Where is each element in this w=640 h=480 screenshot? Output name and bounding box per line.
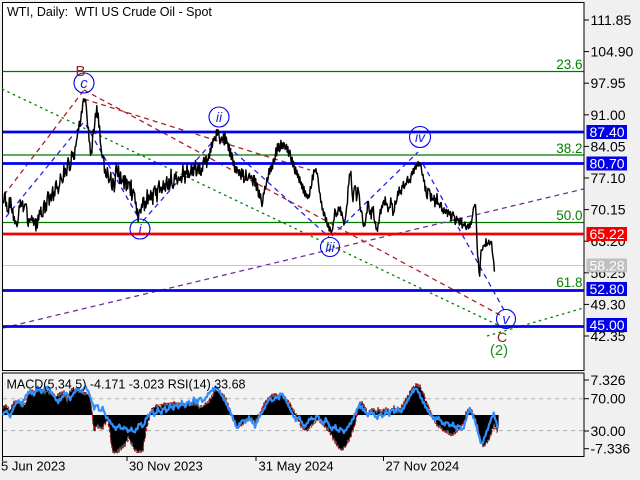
svg-text:77.10: 77.10 bbox=[591, 170, 626, 186]
svg-text:ii: ii bbox=[216, 109, 223, 125]
svg-text:61.8: 61.8 bbox=[556, 275, 582, 290]
svg-text:iv: iv bbox=[415, 129, 426, 145]
svg-text:B: B bbox=[75, 63, 85, 80]
svg-text:30.00: 30.00 bbox=[591, 423, 626, 439]
svg-text:i: i bbox=[138, 221, 142, 237]
svg-text:111.85: 111.85 bbox=[591, 12, 632, 28]
svg-text:5 Jun 2023: 5 Jun 2023 bbox=[1, 459, 65, 474]
svg-text:31 May 2024: 31 May 2024 bbox=[259, 459, 334, 474]
svg-text:-7.336: -7.336 bbox=[591, 441, 631, 457]
svg-text:45.00: 45.00 bbox=[590, 317, 625, 333]
svg-text:WTI, Daily: WTI US Crude Oil: WTI, Daily: WTI US Crude Oil - Spot bbox=[7, 5, 212, 19]
svg-text:C: C bbox=[497, 329, 507, 345]
svg-text:97.95: 97.95 bbox=[591, 75, 626, 91]
svg-text:84.05: 84.05 bbox=[591, 138, 626, 154]
svg-text:58.28: 58.28 bbox=[590, 258, 625, 274]
svg-text:c: c bbox=[80, 75, 88, 92]
svg-text:(2): (2) bbox=[490, 342, 508, 359]
svg-text:65.22: 65.22 bbox=[590, 226, 625, 242]
svg-text:70.00: 70.00 bbox=[591, 391, 626, 407]
svg-text:7.326: 7.326 bbox=[591, 372, 626, 388]
svg-text:91.00: 91.00 bbox=[591, 107, 626, 123]
svg-text:v: v bbox=[502, 311, 511, 328]
svg-text:52.80: 52.80 bbox=[590, 281, 625, 297]
svg-text:38.2: 38.2 bbox=[556, 141, 582, 156]
svg-text:49.30: 49.30 bbox=[591, 296, 626, 312]
svg-text:iii: iii bbox=[325, 239, 335, 255]
svg-text:50.0: 50.0 bbox=[556, 208, 582, 223]
svg-text:23.6: 23.6 bbox=[556, 57, 582, 72]
svg-text:80.70: 80.70 bbox=[590, 156, 625, 172]
svg-text:70.15: 70.15 bbox=[591, 202, 626, 218]
svg-text:MACD(5,34,5) -4.171 -3.023 RSI: MACD(5,34,5) -4.171 -3.023 RSI(14) 33.68 bbox=[7, 378, 246, 392]
svg-text:30 Nov 2023: 30 Nov 2023 bbox=[129, 459, 203, 474]
svg-text:104.90: 104.90 bbox=[591, 44, 634, 60]
svg-text:87.40: 87.40 bbox=[590, 124, 625, 140]
svg-text:27 Nov 2024: 27 Nov 2024 bbox=[386, 459, 460, 474]
